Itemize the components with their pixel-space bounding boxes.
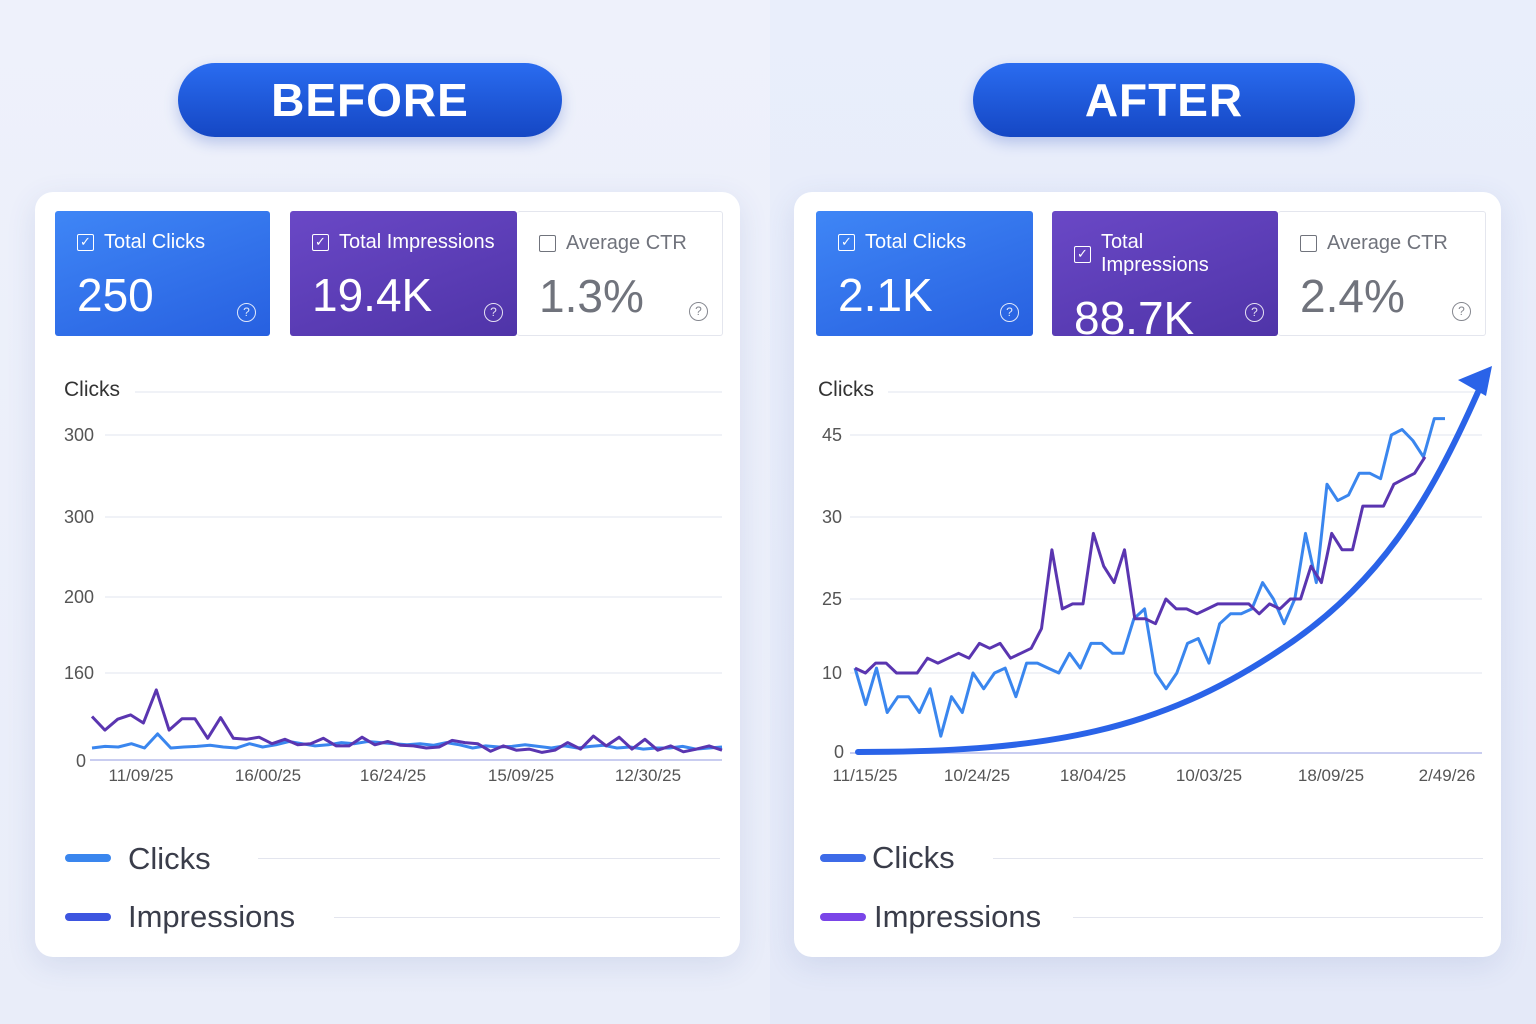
x-tick: 18/04/25 [1059, 766, 1127, 785]
y-tick: 300 [64, 425, 95, 445]
y-tick: 0 [76, 751, 87, 771]
checkbox-checked-icon[interactable]: ✓ [1074, 245, 1091, 263]
checkbox-checked-icon[interactable]: ✓ [77, 234, 94, 251]
help-icon[interactable]: ? [1245, 303, 1264, 322]
y-tick: 300 [64, 507, 95, 527]
help-icon[interactable]: ? [484, 303, 503, 322]
y-tick: 30 [822, 507, 843, 527]
x-tick: 12/30/25 [614, 766, 682, 785]
chart-y-label: Clicks [64, 378, 120, 401]
y-tick: 200 [64, 587, 95, 607]
x-tick: 11/09/25 [108, 766, 174, 785]
stat-average-ctr[interactable]: Average CTR 1.3% ? [517, 211, 723, 336]
stat-label: Total Clicks [865, 231, 967, 253]
stat-value: 19.4K [312, 269, 433, 321]
legend-clicks-swatch [820, 854, 866, 862]
stat-total-impressions[interactable]: ✓ Total Impressions 88.7K ? [1052, 211, 1278, 344]
divider [993, 858, 1483, 859]
stat-label: Average CTR [566, 232, 687, 254]
stat-total-clicks[interactable]: ✓ Total Clicks 2.1K ? [816, 211, 1033, 336]
stat-value: 250 [77, 269, 154, 321]
x-tick: 10/24/25 [943, 766, 1011, 785]
stat-label: Average CTR [1327, 232, 1448, 254]
stat-value: 2.1K [838, 269, 933, 321]
y-tick: 45 [822, 425, 843, 445]
x-tick: 11/15/25 [832, 766, 898, 785]
stat-total-impressions[interactable]: ✓ Total Impressions 19.4K ? [290, 211, 517, 336]
legend-impressions-swatch [820, 913, 866, 921]
checkbox-checked-icon[interactable]: ✓ [838, 234, 855, 251]
checkbox-unchecked-icon[interactable] [539, 235, 556, 252]
legend-clicks-swatch [65, 854, 111, 862]
y-tick: 25 [822, 589, 843, 609]
chart-y-label: Clicks [818, 378, 874, 401]
before-badge: BEFORE [178, 63, 562, 137]
stat-label: Total Impressions [339, 231, 495, 253]
help-icon[interactable]: ? [1000, 303, 1019, 322]
stat-label: Total Impressions [1100, 231, 1209, 276]
legend-impressions[interactable]: Impressions [128, 899, 296, 934]
x-tick: 16/24/25 [359, 766, 427, 785]
y-tick: 160 [64, 663, 95, 683]
x-tick: 2/49/26 [1418, 766, 1476, 785]
legend-clicks[interactable]: Clicks [128, 841, 211, 876]
legend-impressions-swatch [65, 913, 111, 921]
divider [334, 917, 720, 918]
x-tick: 18/09/25 [1297, 766, 1365, 785]
help-icon[interactable]: ? [1452, 302, 1471, 321]
legend-clicks[interactable]: Clicks [872, 840, 955, 875]
after-badge: AFTER [973, 63, 1355, 137]
y-tick: 0 [834, 742, 845, 762]
stat-value: 88.7K [1074, 292, 1195, 344]
divider [258, 858, 720, 859]
stat-value: 2.4% [1300, 270, 1405, 322]
help-icon[interactable]: ? [689, 302, 708, 321]
stat-value: 1.3% [539, 270, 644, 322]
checkbox-unchecked-icon[interactable] [1300, 235, 1317, 252]
y-tick: 10 [822, 663, 843, 683]
divider [1073, 917, 1483, 918]
stat-label: Total Clicks [104, 231, 206, 253]
checkbox-checked-icon[interactable]: ✓ [312, 234, 329, 251]
x-tick: 15/09/25 [487, 766, 555, 785]
x-tick: 10/03/25 [1175, 766, 1243, 785]
legend-impressions[interactable]: Impressions [874, 899, 1042, 934]
stat-total-clicks[interactable]: ✓ Total Clicks 250 ? [55, 211, 270, 336]
x-tick: 16/00/25 [234, 766, 302, 785]
help-icon[interactable]: ? [237, 303, 256, 322]
stat-average-ctr[interactable]: Average CTR 2.4% ? [1278, 211, 1486, 336]
